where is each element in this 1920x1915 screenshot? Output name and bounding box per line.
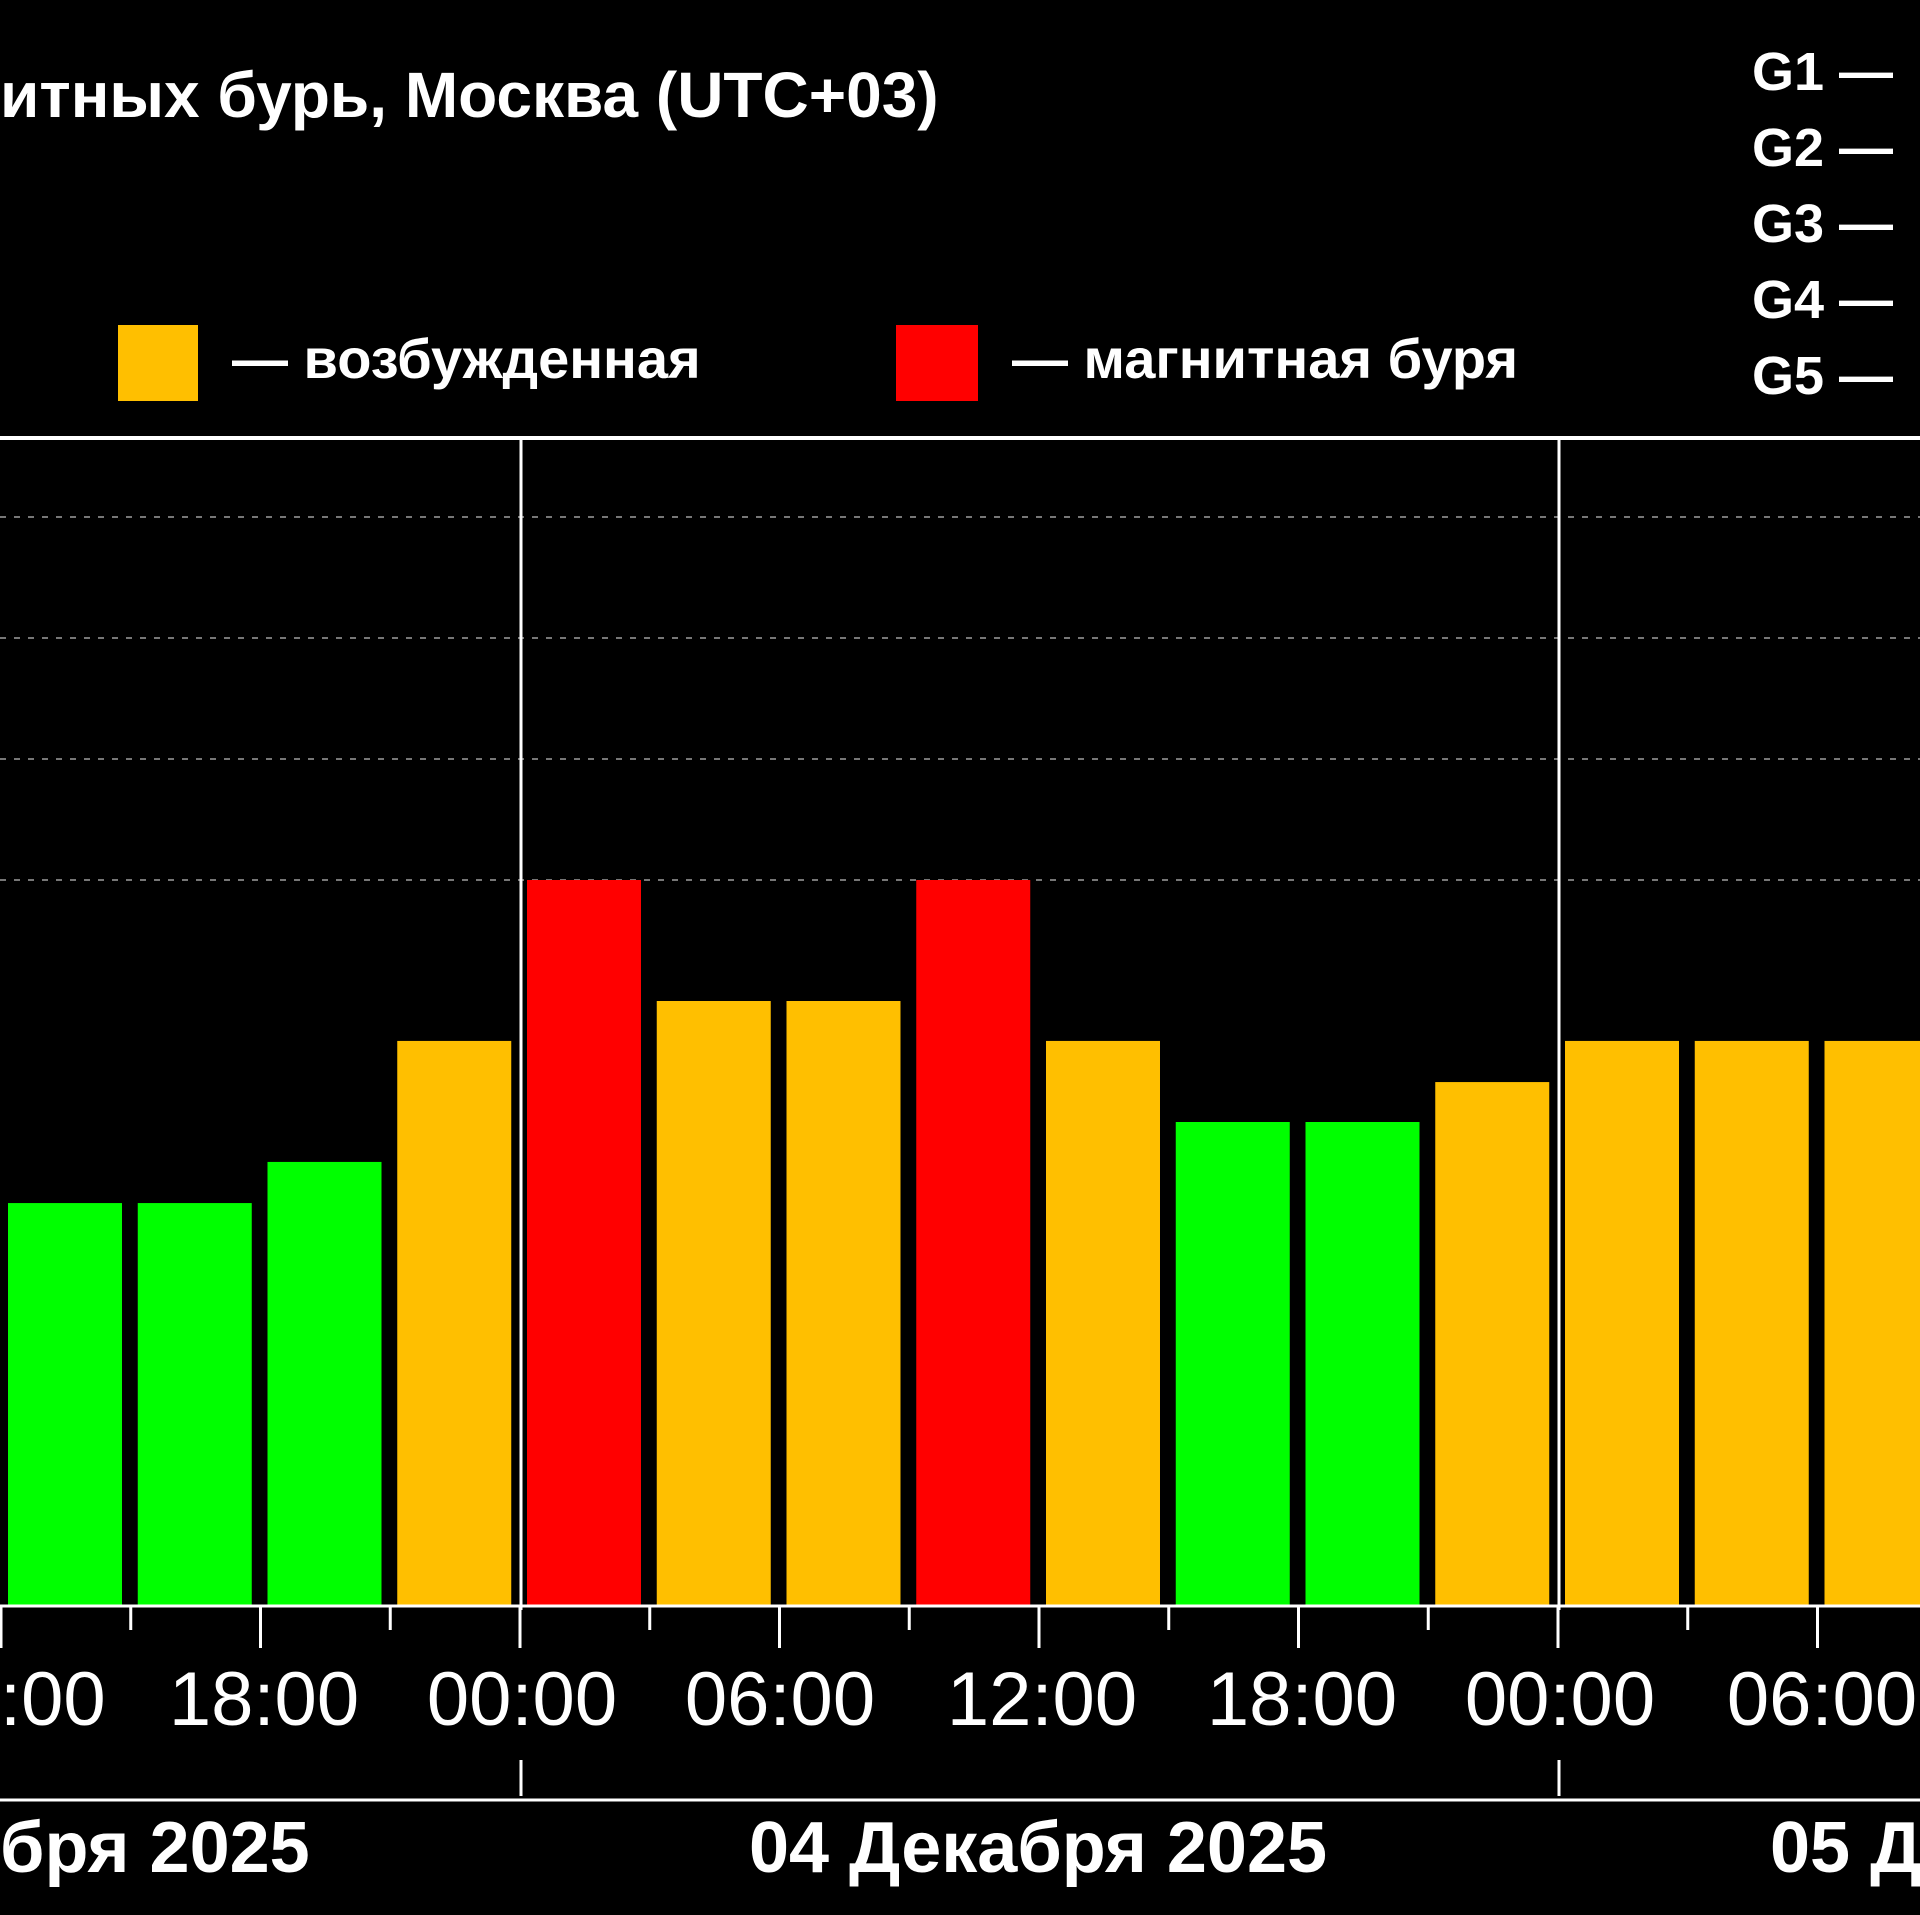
bar-active — [1694, 1040, 1809, 1606]
bar-active — [397, 1040, 512, 1606]
tick-label: :00 — [0, 1657, 106, 1742]
date-label-3: 05 Д — [1770, 1808, 1920, 1888]
g-scale-label-2: G2 — — [1752, 118, 1893, 178]
g-scale-label-5: G5 — — [1752, 346, 1893, 406]
bar-active — [1565, 1040, 1679, 1606]
bar-active — [1435, 1082, 1550, 1606]
bar-active — [786, 1001, 901, 1606]
bar-storm — [916, 880, 1031, 1606]
bar-quiet — [1305, 1122, 1420, 1606]
tick-label: 18:00 — [169, 1657, 359, 1742]
bar-active — [1046, 1040, 1160, 1606]
bars-group — [8, 880, 1920, 1606]
g-scale-label-4: G4 — — [1752, 270, 1893, 330]
tick-label: 06:00 — [1727, 1657, 1917, 1742]
bar-storm — [527, 880, 641, 1606]
tick-label: 00:00 — [427, 1657, 617, 1742]
x-axis-ticks — [0, 1606, 1819, 1648]
bar-active — [1824, 1040, 1920, 1606]
bar-quiet — [8, 1203, 122, 1606]
tick-label: 18:00 — [1207, 1657, 1397, 1742]
chart-title: итных бурь, Москва (UTC+03) — [0, 59, 939, 131]
gridlines — [0, 516, 1920, 881]
g-scale-label-1: G1 — — [1752, 42, 1893, 102]
legend-label-storm: — магнитная буря — [1012, 327, 1518, 390]
tick-label: 00:00 — [1465, 1657, 1655, 1742]
tick-label: 12:00 — [947, 1657, 1137, 1742]
bar-quiet — [267, 1161, 382, 1606]
bar-quiet — [1175, 1122, 1290, 1606]
bar-quiet — [137, 1203, 252, 1606]
date-label-2: 04 Декабря 2025 — [749, 1808, 1327, 1888]
date-label-1: бря 2025 — [0, 1808, 310, 1888]
g-scale-label-3: G3 — — [1752, 194, 1893, 254]
legend-swatch-active — [118, 325, 198, 401]
legend-label-active: — возбужденная — [232, 327, 701, 390]
bar-active — [656, 1001, 771, 1606]
tick-label: 06:00 — [685, 1657, 875, 1742]
legend-swatch-storm — [896, 325, 978, 401]
